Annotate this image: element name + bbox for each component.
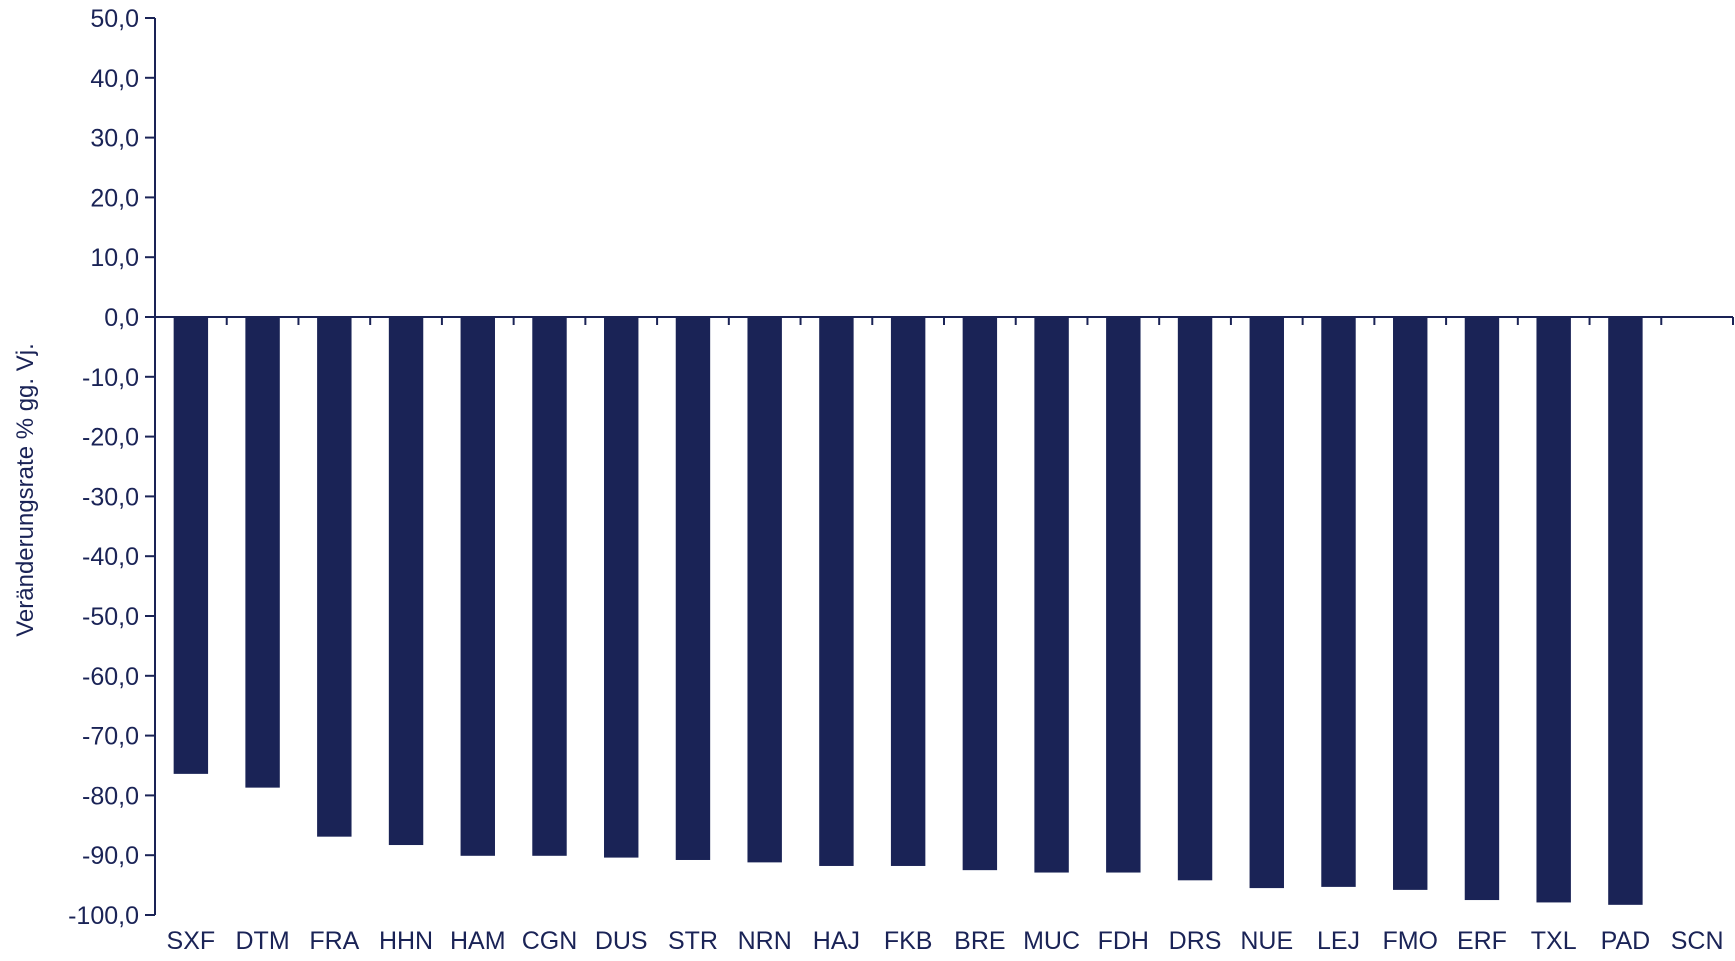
y-tick-label: 0,0 — [104, 304, 139, 332]
category-label-txl: TXL — [1531, 927, 1577, 955]
category-label-lej: LEJ — [1317, 927, 1360, 955]
category-label-dus: DUS — [595, 927, 648, 955]
category-label-sxf: SXF — [167, 927, 216, 955]
y-tick-label: -10,0 — [82, 364, 139, 392]
bar-hhn — [388, 317, 424, 846]
category-label-ham: HAM — [450, 927, 506, 955]
y-tick-label: -60,0 — [82, 663, 139, 691]
category-label-nue: NUE — [1240, 927, 1293, 955]
category-label-pad: PAD — [1601, 927, 1651, 955]
bar-fmo — [1393, 317, 1428, 890]
category-label-nrn: NRN — [738, 927, 792, 955]
bar-sxf — [173, 317, 209, 774]
y-tick-label: -70,0 — [82, 723, 139, 751]
category-label-bre: BRE — [954, 927, 1005, 955]
category-label-erf: ERF — [1457, 927, 1507, 955]
category-label-cgn: CGN — [522, 927, 578, 955]
y-tick-label: -50,0 — [82, 603, 139, 631]
bar-bre — [962, 317, 998, 871]
y-tick-label: -20,0 — [82, 424, 139, 452]
bar-str — [675, 317, 711, 860]
y-axis-title: Veränderungsrate % gg. Vj. — [12, 343, 39, 637]
bar-fdh — [1106, 317, 1141, 873]
category-label-str: STR — [668, 927, 718, 955]
y-tick-label: 10,0 — [90, 244, 139, 272]
y-tick-label: 30,0 — [90, 125, 139, 153]
y-tick-label: -80,0 — [82, 782, 139, 810]
bar-pad — [1608, 317, 1643, 905]
category-label-fra: FRA — [309, 927, 359, 955]
bar-drs — [1177, 317, 1213, 881]
y-tick-label: -100,0 — [68, 902, 139, 930]
bar-fra — [317, 317, 352, 837]
category-label-haj: HAJ — [813, 927, 860, 955]
y-tick-label: 50,0 — [90, 5, 139, 33]
y-tick-label: 40,0 — [90, 65, 139, 93]
category-label-fdh: FDH — [1098, 927, 1149, 955]
bar-muc — [1034, 317, 1069, 873]
bar-dus — [604, 317, 639, 858]
y-tick-label: -40,0 — [82, 543, 139, 571]
y-tick-label: -30,0 — [82, 483, 139, 511]
y-tick-label: 20,0 — [90, 184, 139, 212]
bar-lej — [1321, 317, 1356, 887]
bar-erf — [1464, 317, 1500, 901]
category-label-fmo: FMO — [1382, 927, 1438, 955]
bar-txl — [1536, 317, 1571, 903]
bar-fkb — [890, 317, 926, 866]
category-label-muc: MUC — [1023, 927, 1080, 955]
category-label-scn: SCN — [1671, 927, 1724, 955]
bar-nrn — [747, 317, 782, 863]
category-label-dtm: DTM — [236, 927, 290, 955]
category-label-drs: DRS — [1169, 927, 1222, 955]
bar-haj — [819, 317, 854, 866]
category-label-fkb: FKB — [884, 927, 933, 955]
bar-ham — [460, 317, 495, 856]
bar-nue — [1249, 317, 1284, 889]
bar-dtm — [245, 317, 280, 788]
y-tick-label: -90,0 — [82, 842, 139, 870]
category-label-hhn: HHN — [379, 927, 433, 955]
bar-cgn — [532, 317, 567, 856]
